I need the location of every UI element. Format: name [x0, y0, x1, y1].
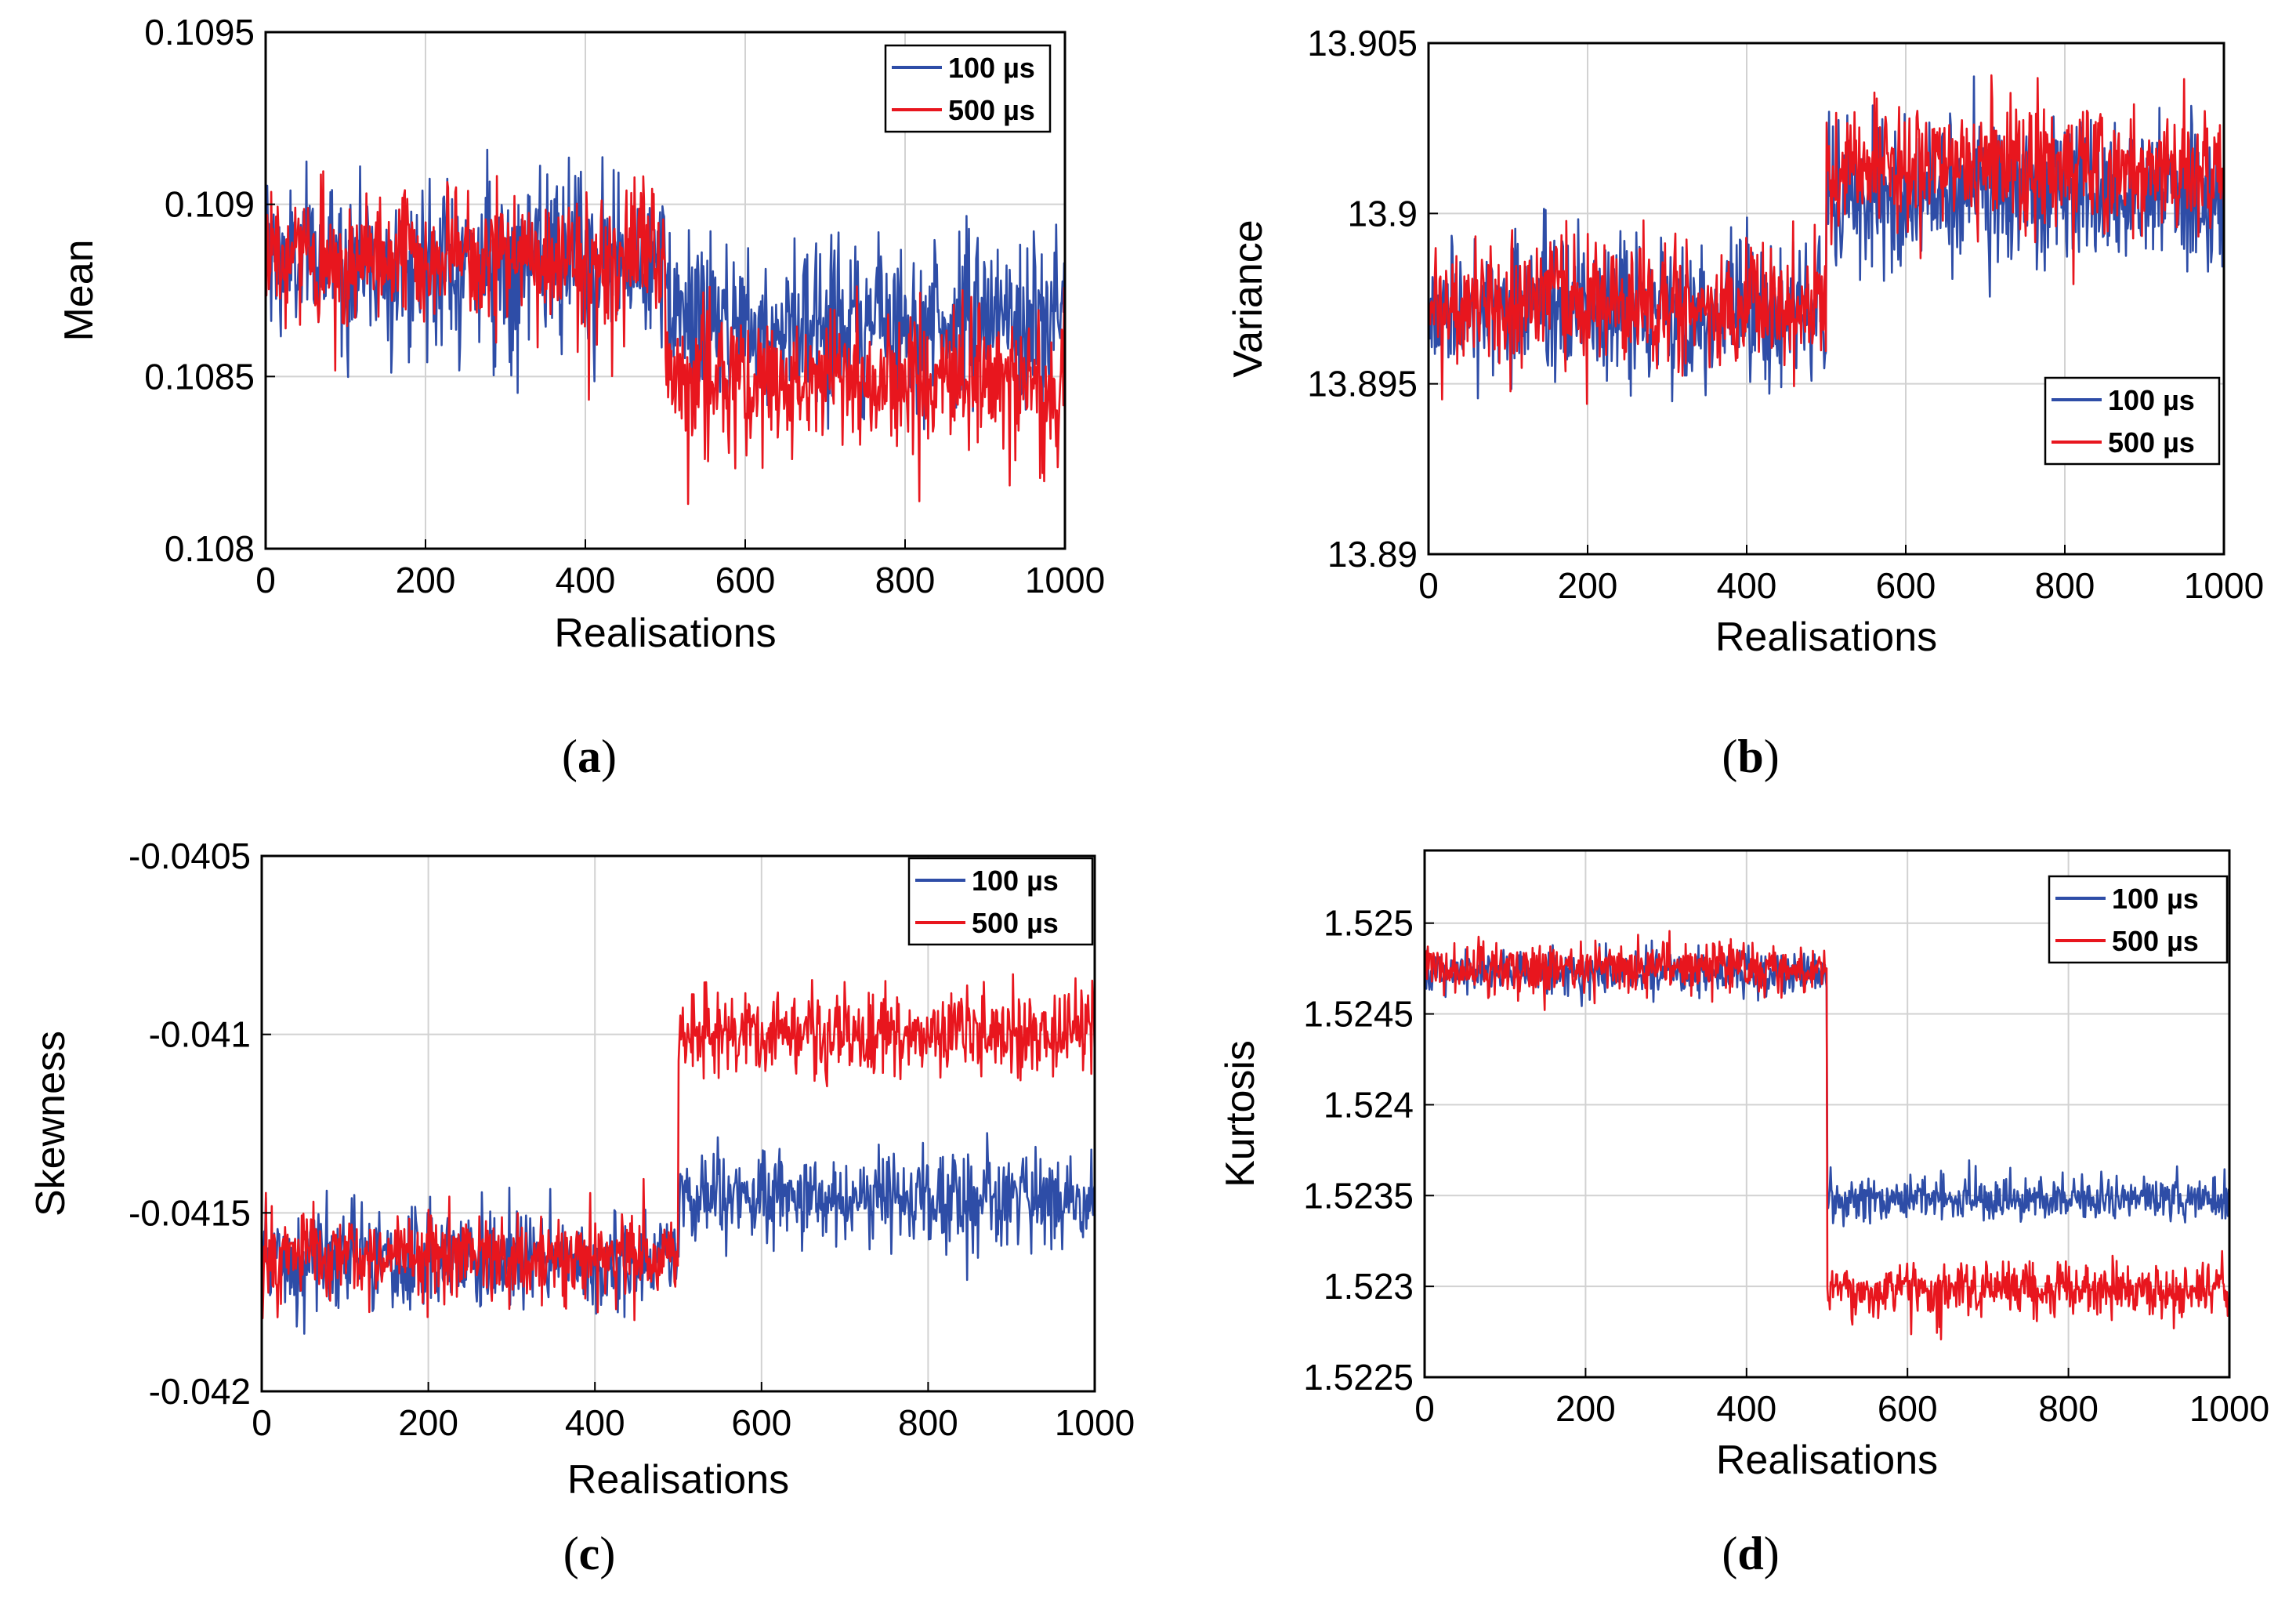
legend-box [884, 44, 1052, 133]
y-tick-label: 0.109 [165, 184, 255, 225]
x-tick-label: 400 [565, 1402, 625, 1443]
y-tick-label: 13.905 [1307, 23, 1418, 63]
x-tick-label: 200 [1558, 565, 1618, 606]
legend-label: 500 µs [2108, 426, 2195, 459]
x-tick-label: 1000 [1055, 1402, 1135, 1443]
y-tick-label: 1.5225 [1303, 1357, 1414, 1398]
x-tick-label: 800 [2038, 1388, 2099, 1429]
x-tick-label: 600 [1878, 1388, 1938, 1429]
panel-caption: (c) [563, 1528, 616, 1579]
x-tick-label: 0 [1418, 565, 1439, 606]
series-line-500us [262, 973, 1095, 1322]
x-tick-label: 800 [898, 1402, 958, 1443]
x-axis-label: Realisations [1716, 1438, 1938, 1483]
legend-label: 100 µs [972, 865, 1059, 897]
chart-c: 0 200 400 600 800 1000 -0.042 -0.0415 -0.041 -0.0… [28, 836, 1135, 1579]
x-tick-label: 400 [1716, 1388, 1776, 1429]
x-axis-label: Realisations [554, 611, 776, 656]
y-tick-label: 13.89 [1327, 534, 1418, 575]
legend-label: 100 µs [2108, 384, 2195, 416]
x-tick-label: 0 [1414, 1388, 1435, 1429]
x-tick-label: 200 [1555, 1388, 1616, 1429]
legend-box [907, 857, 1094, 946]
axes-frame [264, 31, 1067, 550]
y-tick-label: -0.0405 [129, 836, 251, 876]
x-tick-label: 600 [1876, 565, 1936, 606]
axes-frame [260, 854, 1096, 1393]
legend-label: 500 µs [948, 94, 1035, 126]
x-tick-label: 1000 [1025, 560, 1105, 600]
x-tick-label: 200 [398, 1402, 458, 1443]
legend: 100 µs 500 µs [907, 857, 1094, 946]
series-line-500us [266, 170, 1065, 506]
axes-frame [1423, 849, 2231, 1379]
y-tick-label: 1.523 [1324, 1266, 1414, 1307]
y-tick-label: 0.1095 [144, 12, 255, 53]
y-axis-label: Skewness [28, 1031, 74, 1217]
legend: 100 µs 500 µs [2044, 376, 2221, 466]
legend-label: 100 µs [2112, 883, 2199, 915]
axes-frame [1427, 42, 2225, 556]
panel-caption: (a) [562, 731, 617, 782]
y-axis-label: Variance [1226, 219, 1271, 377]
y-tick-label: 0.108 [165, 528, 255, 569]
x-tick-label: 400 [556, 560, 616, 600]
y-tick-label: 13.895 [1307, 364, 1418, 404]
y-tick-label: 1.5235 [1303, 1175, 1414, 1216]
y-tick-label: 1.524 [1324, 1084, 1414, 1125]
legend-box [2044, 376, 2221, 466]
chart-a: 0 200 400 600 800 1000 0.108 0.1085 0.109 0.1095 R… [56, 12, 1105, 782]
chart-d: 0 200 400 600 800 1000 1.5225 1.523 1.5235 1.524 1… [1218, 849, 2269, 1579]
y-tick-label: 1.525 [1324, 903, 1414, 944]
y-axis-label: Mean [56, 239, 102, 341]
y-axis-label: Kurtosis [1218, 1040, 1263, 1188]
panel-caption: (b) [1722, 731, 1779, 782]
y-tick-label: -0.041 [149, 1014, 251, 1055]
legend-label: 500 µs [2112, 925, 2199, 957]
y-tick-label: 13.9 [1347, 193, 1418, 234]
x-tick-label: 1000 [2189, 1388, 2269, 1429]
x-tick-label: 400 [1717, 565, 1777, 606]
x-tick-label: 1000 [2184, 565, 2264, 606]
x-axis-label: Realisations [567, 1457, 789, 1503]
chart-b: 0 200 400 600 800 1000 13.89 13.895 13.9 13.905 Re… [1226, 23, 2264, 782]
y-tick-label: -0.0415 [129, 1192, 251, 1233]
legend: 100 µs 500 µs [2048, 875, 2229, 964]
x-tick-label: 0 [252, 1402, 272, 1443]
panel-caption: (d) [1722, 1528, 1779, 1579]
x-tick-label: 600 [731, 1402, 791, 1443]
series-line-500us [1429, 74, 2224, 405]
x-tick-label: 800 [875, 560, 936, 600]
y-tick-label: -0.042 [149, 1371, 251, 1412]
x-tick-label: 200 [396, 560, 456, 600]
legend-label: 500 µs [972, 907, 1059, 939]
x-axis-label: Realisations [1715, 615, 1937, 660]
legend-label: 100 µs [948, 52, 1035, 84]
series-line-500us [1425, 930, 2229, 1340]
y-tick-label: 0.1085 [144, 356, 255, 397]
x-tick-label: 600 [715, 560, 776, 600]
legend: 100 µs 500 µs [884, 44, 1052, 133]
x-tick-label: 800 [2035, 565, 2095, 606]
y-tick-label: 1.5245 [1303, 994, 1414, 1035]
x-tick-label: 0 [255, 560, 276, 600]
legend-box [2048, 875, 2229, 964]
